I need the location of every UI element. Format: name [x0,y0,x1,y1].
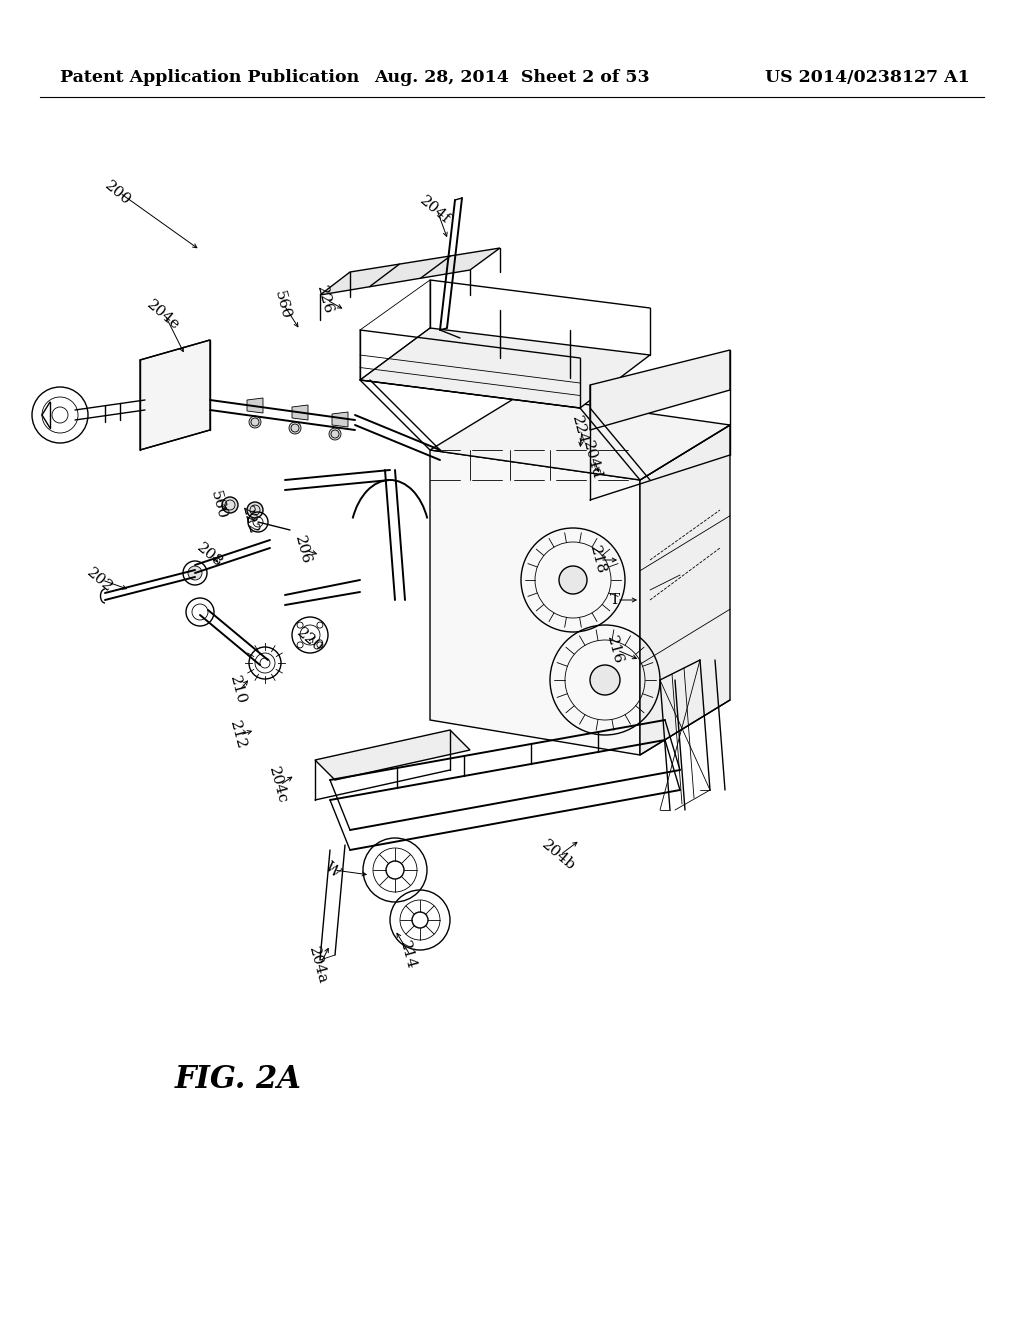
Polygon shape [332,412,348,426]
Text: 222: 222 [240,504,260,536]
Polygon shape [292,405,308,420]
Text: 560: 560 [271,289,293,321]
Circle shape [559,566,587,594]
Polygon shape [360,327,650,408]
Text: Patent Application Publication: Patent Application Publication [60,70,359,87]
Text: 218: 218 [588,544,608,576]
Text: 204d: 204d [581,440,604,480]
Text: W: W [322,859,342,880]
Circle shape [289,422,301,434]
Text: 220: 220 [294,626,326,655]
Polygon shape [140,341,210,450]
Circle shape [247,502,263,517]
Text: 226: 226 [314,284,336,315]
Text: 200: 200 [102,178,134,207]
Text: 204a: 204a [306,945,330,985]
Text: 212: 212 [227,719,249,751]
Polygon shape [430,395,730,480]
Text: 204b: 204b [539,837,578,873]
Polygon shape [640,425,730,755]
Circle shape [249,416,261,428]
Text: 216: 216 [604,634,626,665]
Text: 210: 210 [227,675,249,706]
Text: 214: 214 [397,939,419,972]
Polygon shape [319,248,500,294]
Polygon shape [247,399,263,413]
Polygon shape [315,730,470,780]
Text: 204e: 204e [143,297,182,333]
Polygon shape [590,350,730,430]
Text: 208: 208 [195,540,225,570]
Circle shape [590,665,620,696]
Circle shape [188,566,202,579]
Text: 560: 560 [208,490,228,521]
Text: 206: 206 [293,535,313,566]
Text: 224: 224 [569,414,591,446]
Text: T: T [610,593,621,607]
Text: US 2014/0238127 A1: US 2014/0238127 A1 [765,70,970,87]
Text: 204c: 204c [266,766,290,805]
Text: 202: 202 [84,565,116,595]
Text: 204f: 204f [417,194,453,227]
Circle shape [222,498,238,513]
Text: Aug. 28, 2014  Sheet 2 of 53: Aug. 28, 2014 Sheet 2 of 53 [374,70,650,87]
Circle shape [329,428,341,440]
Text: FIG. 2A: FIG. 2A [175,1064,302,1096]
Polygon shape [430,450,640,755]
